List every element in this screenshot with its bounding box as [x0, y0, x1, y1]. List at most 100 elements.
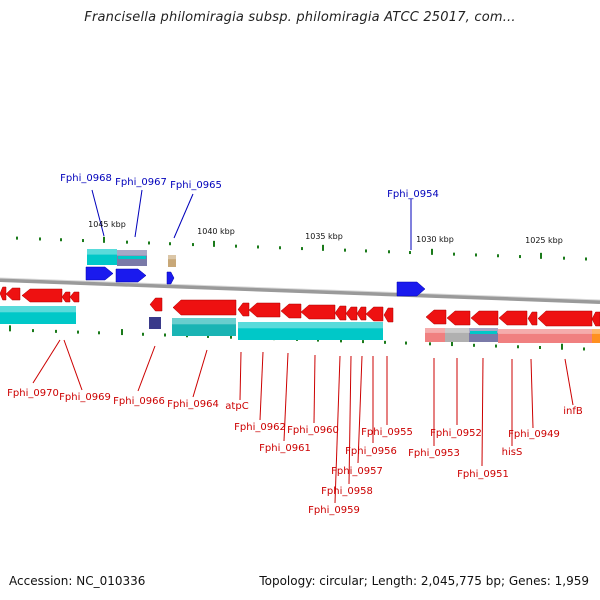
scale-tick [207, 334, 209, 338]
gene-features[interactable] [0, 249, 600, 343]
scale-tick [317, 338, 319, 342]
band-pink-1[interactable] [425, 328, 445, 342]
band-purple-stripe [470, 331, 497, 334]
gene-fphi-0966[interactable] [149, 297, 163, 312]
scale-tick [192, 243, 194, 247]
gene-fphi-0949[interactable] [527, 311, 538, 326]
gene-label[interactable]: infB [563, 406, 583, 417]
gene-label[interactable]: Fphi_0969 [59, 392, 111, 403]
band-grey[interactable] [445, 328, 469, 342]
gene-infb[interactable] [537, 310, 593, 327]
leader-line [481, 357, 484, 467]
leader-line [173, 193, 194, 239]
gene-fphi-0965[interactable] [166, 271, 175, 285]
gene-fphi-0957[interactable] [356, 306, 367, 321]
leader-line [134, 189, 143, 238]
gene-label[interactable]: Fphi_0954 [387, 189, 439, 200]
gene-label[interactable]: Fphi_0949 [508, 429, 560, 440]
gene-label[interactable]: atpC [225, 401, 248, 412]
gene-fphi-0951[interactable] [470, 310, 499, 326]
gene-label[interactable]: Fphi_0968 [60, 173, 112, 184]
gene-labels[interactable]: Fphi_0968 Fphi_0967 Fphi_0965 Fphi_0954 Fphi… [7, 173, 583, 516]
gene-fphi-0956[interactable] [365, 306, 384, 322]
scale-tick [497, 254, 499, 258]
gene-label[interactable]: Fphi_0970 [7, 388, 59, 399]
scale-tick [213, 240, 215, 247]
cds-band-left-shine [0, 306, 76, 313]
scale-label: 1040 kbp [197, 227, 235, 236]
leader-line [357, 355, 363, 464]
gene-fphi-0960[interactable] [300, 304, 336, 320]
scale-tick [121, 329, 123, 336]
gene-label[interactable]: Fphi_0957 [331, 466, 383, 477]
gene-right-edge[interactable] [591, 311, 600, 327]
scale-tick [126, 240, 128, 244]
backbone-line [0, 278, 600, 304]
map-title: Francisella philomiragia subsp. philomir… [84, 10, 516, 25]
gene-label[interactable]: Fphi_0965 [170, 180, 222, 191]
gene-fphi-0955[interactable] [383, 307, 394, 323]
gene-label[interactable]: Fphi_0958 [321, 486, 373, 497]
gene-label[interactable]: Fphi_0955 [361, 427, 413, 438]
scale-tick [301, 247, 303, 251]
leader-line [192, 349, 208, 398]
genome-backbone [0, 277, 600, 304]
gene-fphi-0969[interactable] [21, 288, 63, 303]
gene-atpc[interactable] [237, 302, 250, 317]
gene-label[interactable]: Fphi_0966 [113, 396, 165, 407]
pseudo-0965[interactable] [168, 255, 176, 267]
scale-tick [409, 251, 411, 255]
length-text: Length: 2,045,775 bp; [371, 574, 506, 588]
gene-fphi-0959[interactable] [334, 305, 347, 321]
cds-stripe-0967 [118, 256, 146, 259]
scale-tick [405, 341, 407, 345]
gene-fphi-0970[interactable] [5, 287, 21, 301]
gene-fphi-0962[interactable] [248, 302, 281, 318]
cds-band-atp[interactable] [238, 322, 383, 340]
gene-fphi-0961[interactable] [280, 303, 302, 319]
scale-tick [82, 239, 84, 243]
gene-label[interactable]: Fphi_0952 [430, 428, 482, 439]
gene-fphi-0968[interactable] [85, 266, 114, 281]
scale-tick [561, 343, 563, 350]
scale-tick [55, 329, 57, 333]
gene-fphi-0952[interactable] [446, 310, 471, 326]
gene-fphi-0968c[interactable] [69, 291, 80, 303]
band-pink-2[interactable] [498, 329, 592, 343]
cds-band-0968[interactable] [87, 249, 117, 265]
gene-label[interactable]: Fphi_0962 [234, 422, 286, 433]
scale-tick [429, 342, 431, 346]
scale-tick [169, 242, 171, 246]
gene-label[interactable]: hisS [502, 447, 523, 458]
gene-fphi-0958[interactable] [345, 306, 358, 321]
gene-fphi-0964[interactable] [172, 299, 237, 316]
cds-band-0964-shine [172, 318, 236, 325]
gene-label[interactable]: Fphi_0960 [287, 425, 339, 436]
gene-label[interactable]: Fphi_0967 [115, 177, 167, 188]
feature-0966-dark [149, 317, 161, 329]
band-grey-shine [445, 328, 469, 333]
gene-hiss[interactable] [498, 310, 528, 326]
cds-band-left[interactable] [0, 306, 76, 324]
leader-line [348, 355, 352, 485]
gene-label[interactable]: Fphi_0959 [308, 505, 360, 516]
gene-label[interactable]: Fphi_0951 [457, 469, 509, 480]
gene-fphi-0967[interactable] [115, 268, 147, 283]
scale-tick [384, 340, 386, 344]
genes-count-text: Genes: 1,959 [508, 574, 589, 588]
gene-fphi-0971[interactable] [0, 286, 7, 301]
scale-label: 1025 kbp [525, 236, 563, 245]
gene-label[interactable]: Fphi_0953 [408, 448, 460, 459]
band-orange[interactable] [592, 329, 600, 343]
gene-fphi-0953[interactable] [425, 309, 447, 325]
gene-fphi-0968b[interactable] [61, 291, 71, 303]
scale-tick [279, 246, 281, 250]
gene-label[interactable]: Fphi_0961 [259, 443, 311, 454]
gene-fphi-0954[interactable] [396, 281, 426, 297]
leader-line [32, 339, 61, 384]
cds-band-0964[interactable] [172, 318, 236, 336]
gene-label[interactable]: Fphi_0964 [167, 399, 219, 410]
gene-label[interactable]: Fphi_0956 [345, 446, 397, 457]
scale-tick [365, 249, 367, 253]
